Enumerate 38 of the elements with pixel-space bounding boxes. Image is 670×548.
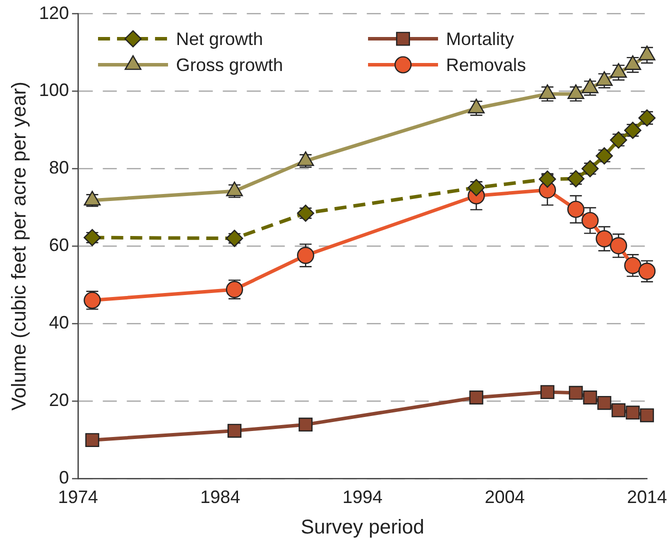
point [85, 433, 100, 448]
y-tick-label: 120 [38, 2, 70, 23]
legend-label: Removals [446, 54, 526, 75]
point [226, 230, 244, 247]
point [638, 262, 656, 280]
y-tick-label: 0 [59, 467, 70, 488]
point [612, 403, 626, 418]
x-tick-label: 1994 [342, 487, 383, 508]
point [297, 246, 314, 264]
point [626, 406, 640, 420]
point [583, 390, 598, 404]
point [568, 386, 583, 400]
y-axis-title: Volume (cubic feet per acre per year) [8, 82, 31, 411]
y-tick-label: 100 [38, 80, 70, 100]
y-tick-label: 60 [49, 235, 70, 256]
point [298, 418, 313, 432]
y-tick-label: 80 [49, 158, 70, 178]
point [597, 396, 612, 410]
point [581, 212, 599, 230]
x-tick-label: 2014 [626, 487, 667, 508]
point [640, 408, 654, 422]
x-tick-label: 2004 [484, 487, 525, 508]
legend-label: Net growth [176, 28, 264, 49]
x-tick-label: 1974 [58, 487, 98, 508]
point [610, 237, 628, 254]
x-axis-title: Survey period [300, 516, 424, 539]
legend-label: Gross growth [176, 54, 284, 75]
point [297, 204, 314, 222]
x-tick-label: 1984 [200, 487, 240, 508]
point [567, 200, 584, 218]
y-tick-label: 20 [49, 390, 70, 410]
point [228, 424, 242, 438]
point [84, 228, 101, 246]
y-tick-label: 40 [49, 312, 70, 332]
point [469, 390, 484, 404]
legend-label: Mortality [446, 28, 514, 49]
point [540, 385, 554, 400]
point [596, 230, 613, 248]
